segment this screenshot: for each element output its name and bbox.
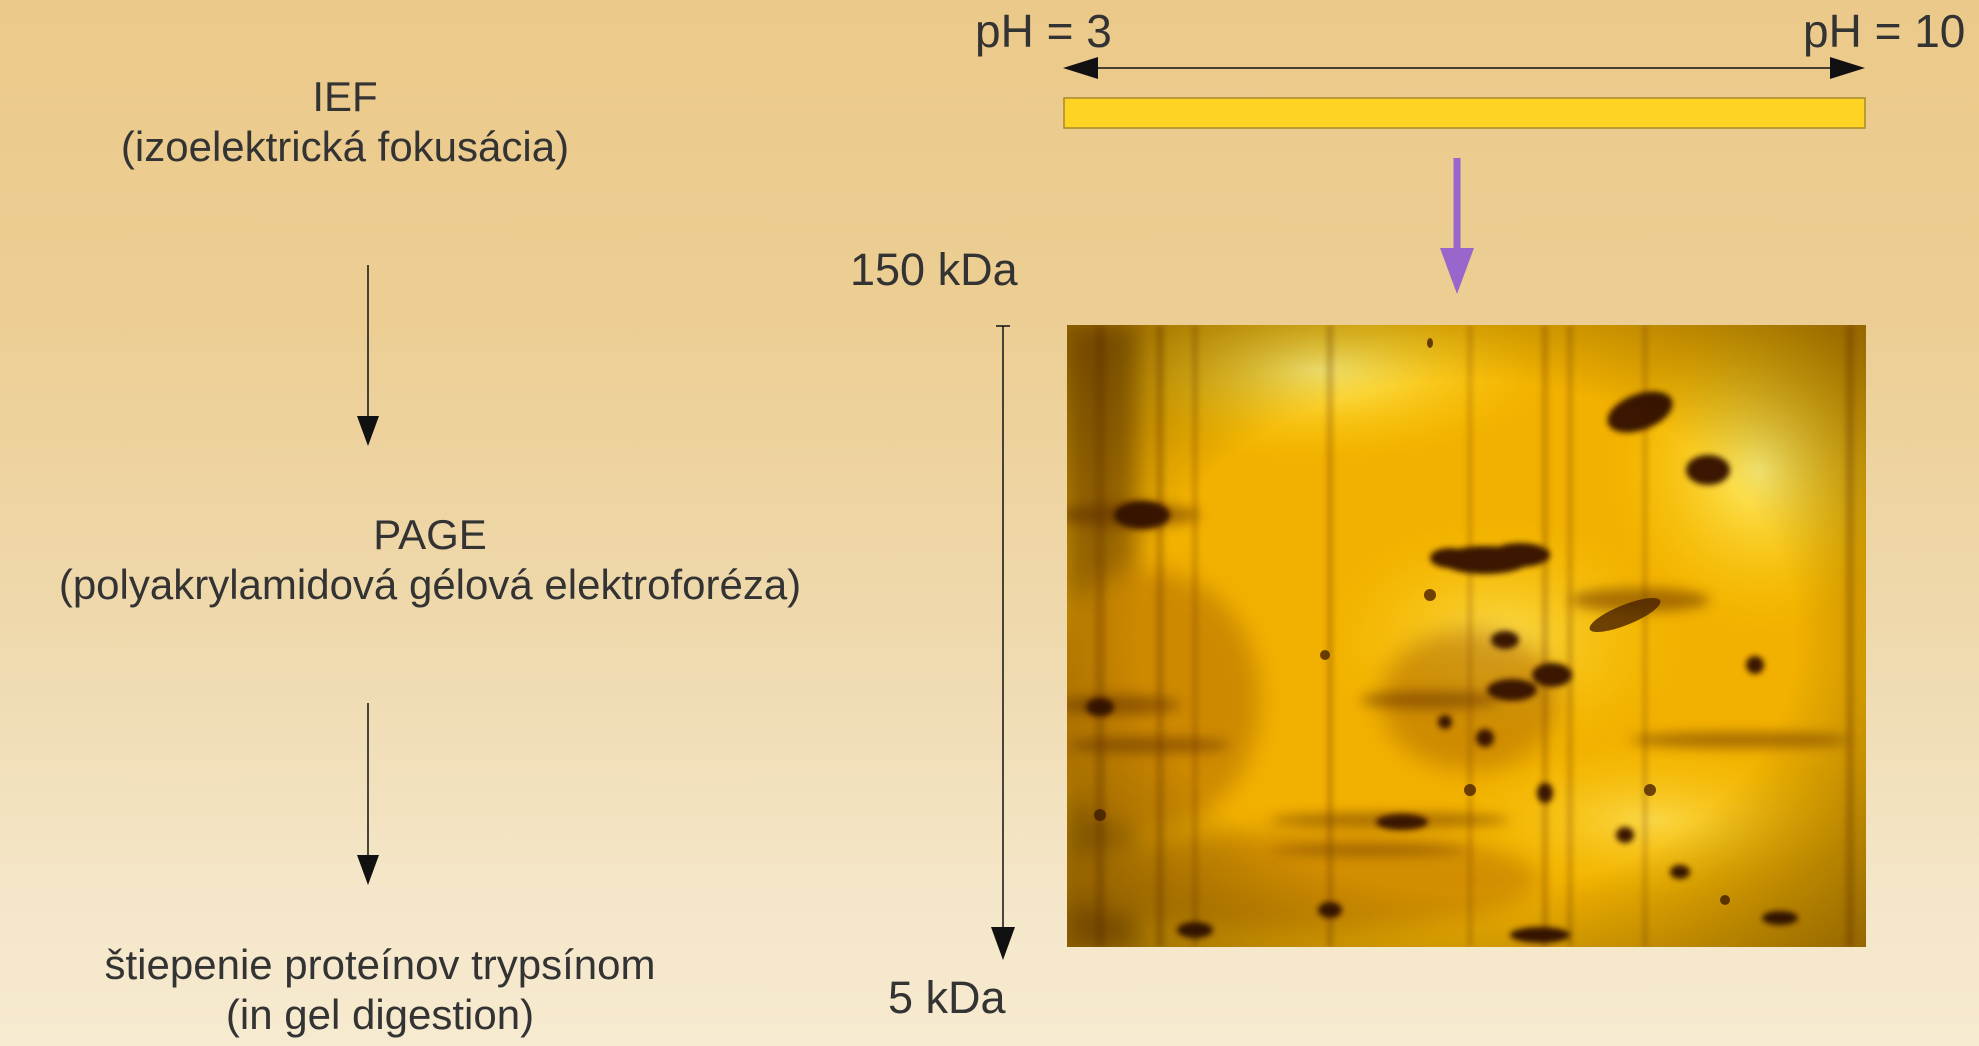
- gel-image: [1067, 325, 1866, 947]
- transfer-arrow: [1440, 158, 1474, 294]
- mass-range-arrow: [991, 325, 1015, 960]
- mass-bottom-label: 5 kDa: [888, 972, 1006, 1023]
- ph-right-label: pH = 10: [1803, 5, 1966, 57]
- step-digestion-subtitle: (in gel digestion): [225, 991, 535, 1039]
- step-digestion: štiepenie proteínov trypsínom (in gel di…: [40, 940, 720, 1041]
- ph-range-arrow: [1063, 57, 1865, 79]
- step-page: PAGE (polyakrylamidová gélová elektrofor…: [0, 510, 860, 611]
- workflow-arrow-2: [357, 703, 379, 885]
- step-page-subtitle: (polyakrylamidová gélová elektroforéza): [58, 561, 802, 609]
- workflow-arrow-1: [357, 265, 379, 446]
- step-page-title: PAGE: [373, 511, 487, 558]
- ief-strip: [1063, 97, 1866, 129]
- step-digestion-title: štiepenie proteínov trypsínom: [104, 941, 656, 988]
- step-ief-subtitle: (izoelektrická fokusácia): [120, 123, 570, 171]
- mass-top-label: 150 kDa: [850, 244, 1018, 295]
- ph-left-label: pH = 3: [975, 5, 1112, 57]
- step-ief: IEF (izoelektrická fokusácia): [60, 72, 630, 173]
- step-ief-title: IEF: [312, 73, 378, 120]
